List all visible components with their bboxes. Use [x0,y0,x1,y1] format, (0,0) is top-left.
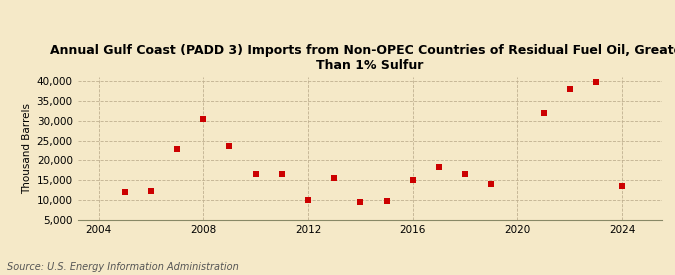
Point [277,172,288,177]
Point [538,111,549,115]
Point [355,200,366,204]
Point [381,199,392,204]
Point [224,144,235,148]
Point [146,189,157,194]
Point [302,198,313,202]
Text: Source: U.S. Energy Information Administration: Source: U.S. Energy Information Administ… [7,262,238,272]
Title: Annual Gulf Coast (PADD 3) Imports from Non-OPEC Countries of Residual Fuel Oil,: Annual Gulf Coast (PADD 3) Imports from … [51,44,675,72]
Point [329,176,340,180]
Point [564,87,575,91]
Point [617,184,628,188]
Point [250,172,261,177]
Point [119,190,130,194]
Point [67,208,78,212]
Point [171,146,182,151]
Point [486,182,497,186]
Point [460,172,470,177]
Point [433,165,444,169]
Point [591,79,601,84]
Point [198,117,209,121]
Y-axis label: Thousand Barrels: Thousand Barrels [22,103,32,194]
Point [408,178,418,183]
